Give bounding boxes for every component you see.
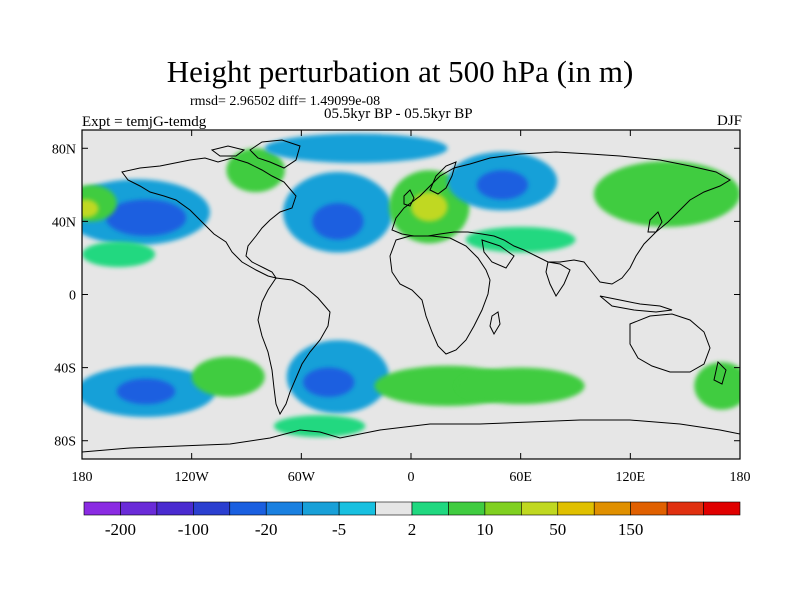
lon-tick-label: 180	[72, 470, 93, 485]
map-axes: 80N 40N 0 40S 80S 180 120W 60W 0 60E 120E 180	[52, 130, 751, 485]
coastline-japan	[647, 211, 663, 233]
anomaly-s-atlantic-low-core	[303, 367, 355, 397]
anomaly-east-asia-high	[593, 161, 740, 227]
anomaly-s-pacific-high	[191, 356, 265, 397]
anomaly-n-atlantic-low-core	[312, 203, 364, 240]
colorbar-swatch	[593, 501, 631, 516]
coastline-new-zealand	[713, 361, 727, 385]
colorbar-swatch	[265, 501, 303, 516]
anomaly-europe-high-core	[411, 192, 448, 222]
colorbar-swatch	[83, 501, 121, 516]
lon-tick-label: 120W	[175, 470, 210, 485]
colorbar-label: -20	[255, 520, 278, 539]
anomaly-sub-pacific-band	[82, 241, 156, 268]
colorbar-swatch	[120, 501, 158, 516]
lat-tick-label: 80N	[52, 142, 76, 157]
lon-tick-label: 60E	[509, 470, 532, 485]
colorbar-swatch	[557, 501, 595, 516]
coastline-north-america	[121, 157, 297, 279]
anomaly-alaska-high-core	[82, 199, 99, 218]
coastline-antarctica	[82, 419, 740, 453]
coastline-british-isles	[403, 189, 415, 207]
experiment-label: Expt = temjG-temdg	[82, 114, 207, 130]
colorbar-swatch	[375, 501, 413, 516]
anomaly-antarctic-high	[273, 415, 366, 438]
coastline-madagascar	[489, 311, 501, 336]
colorbar-swatch	[193, 501, 231, 516]
coastlines	[82, 139, 740, 453]
coastline-scandinavia	[429, 161, 457, 195]
lon-tick-label: 60W	[288, 470, 316, 485]
colorbar-swatch	[338, 501, 376, 516]
colorbar-label: 150	[618, 520, 644, 539]
lat-tick-label: 80S	[54, 435, 76, 450]
lon-tick-label: 180	[730, 470, 751, 485]
colorbar-label: 2	[408, 520, 417, 539]
anomaly-arctic-low	[264, 133, 448, 163]
anomaly-central-asia-band	[465, 226, 576, 253]
colorbar-swatch	[521, 501, 559, 516]
colorbar-label: -100	[178, 520, 209, 539]
lat-tick-label: 0	[69, 289, 76, 304]
rmsd-diff-label: rmsd= 2.96502 diff= 1.49099e-08	[190, 94, 381, 109]
colorbar-swatch	[666, 501, 704, 516]
coastline-south-america	[257, 277, 331, 416]
anomaly-s-pacific-low-core	[116, 378, 176, 405]
colorbar-swatch	[302, 501, 340, 516]
colorbar-swatch	[703, 501, 741, 516]
coastline-indonesia	[599, 295, 673, 313]
colorbar-label: -5	[332, 520, 346, 539]
coastline-australia	[629, 313, 711, 373]
coastline-greenland	[249, 139, 301, 169]
colorbar-swatch	[630, 501, 668, 516]
coastline-africa	[389, 235, 491, 355]
coastline-arabia	[481, 239, 515, 269]
anomaly-indian-ocean-high	[456, 367, 585, 405]
coastline-eurasia	[391, 151, 731, 285]
colorbar-label: 10	[476, 520, 493, 539]
anomaly-se-pacific-high	[694, 362, 740, 410]
anomaly-canada-high	[226, 148, 285, 193]
lon-tick-label: 0	[408, 470, 415, 485]
lat-tick-label: 40S	[54, 362, 76, 377]
lon-tick-label: 120E	[616, 470, 646, 485]
colorbar-swatch	[411, 501, 449, 516]
anomaly-siberia-low-core	[476, 170, 528, 200]
colorbar-swatch	[229, 501, 267, 516]
coastline-india	[545, 261, 571, 297]
anomaly-fields	[82, 133, 740, 438]
season-label: DJF	[716, 113, 742, 129]
period-label: 05.5kyr BP - 05.5kyr BP	[324, 106, 473, 122]
colorbar-label: -200	[105, 520, 136, 539]
colorbar-swatch	[156, 501, 194, 516]
coastline-arctic-islands	[210, 145, 246, 157]
colorbar-label: 50	[549, 520, 566, 539]
lat-tick-label: 40N	[52, 215, 76, 230]
colorbar-swatch	[448, 501, 486, 516]
colorbar-swatch	[484, 501, 522, 516]
anomaly-n-pacific-low-core	[105, 199, 187, 237]
plot-title: Height perturbation at 500 hPa (in m)	[166, 54, 634, 89]
colorbar: -200 -100 -20 -5 2 10 50 150	[83, 501, 741, 539]
